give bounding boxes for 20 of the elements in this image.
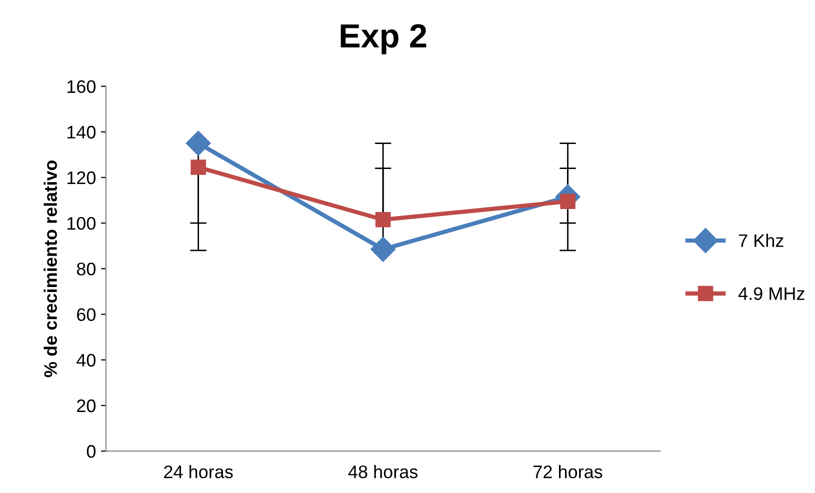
- legend-label: 4.9 MHz: [738, 287, 804, 300]
- y-tick-label: 40: [76, 354, 96, 367]
- x-tick-label: 48 horas: [348, 464, 418, 478]
- y-tick-label: 20: [77, 399, 96, 412]
- x-tick-label: 72 horas: [534, 464, 602, 478]
- y-tick-label: 160: [67, 80, 96, 93]
- point: [375, 212, 391, 228]
- point: [190, 160, 206, 175]
- point: [370, 236, 396, 262]
- y-tick-label: 80: [76, 262, 96, 276]
- x-tick-label: 24 horas: [164, 464, 233, 478]
- y-tick-label: 120: [67, 171, 96, 184]
- y-tick-label: 0: [86, 445, 96, 458]
- y-tick-label: 60: [77, 308, 96, 322]
- y-tick-label: 140: [67, 126, 96, 139]
- y-axis-title: % de crecimiento relativo: [44, 160, 57, 378]
- chart-title: Exp 2: [340, 24, 426, 54]
- point: [186, 130, 211, 156]
- y-tick-label: 100: [67, 217, 96, 230]
- legend-label: 7 Khz: [738, 234, 784, 247]
